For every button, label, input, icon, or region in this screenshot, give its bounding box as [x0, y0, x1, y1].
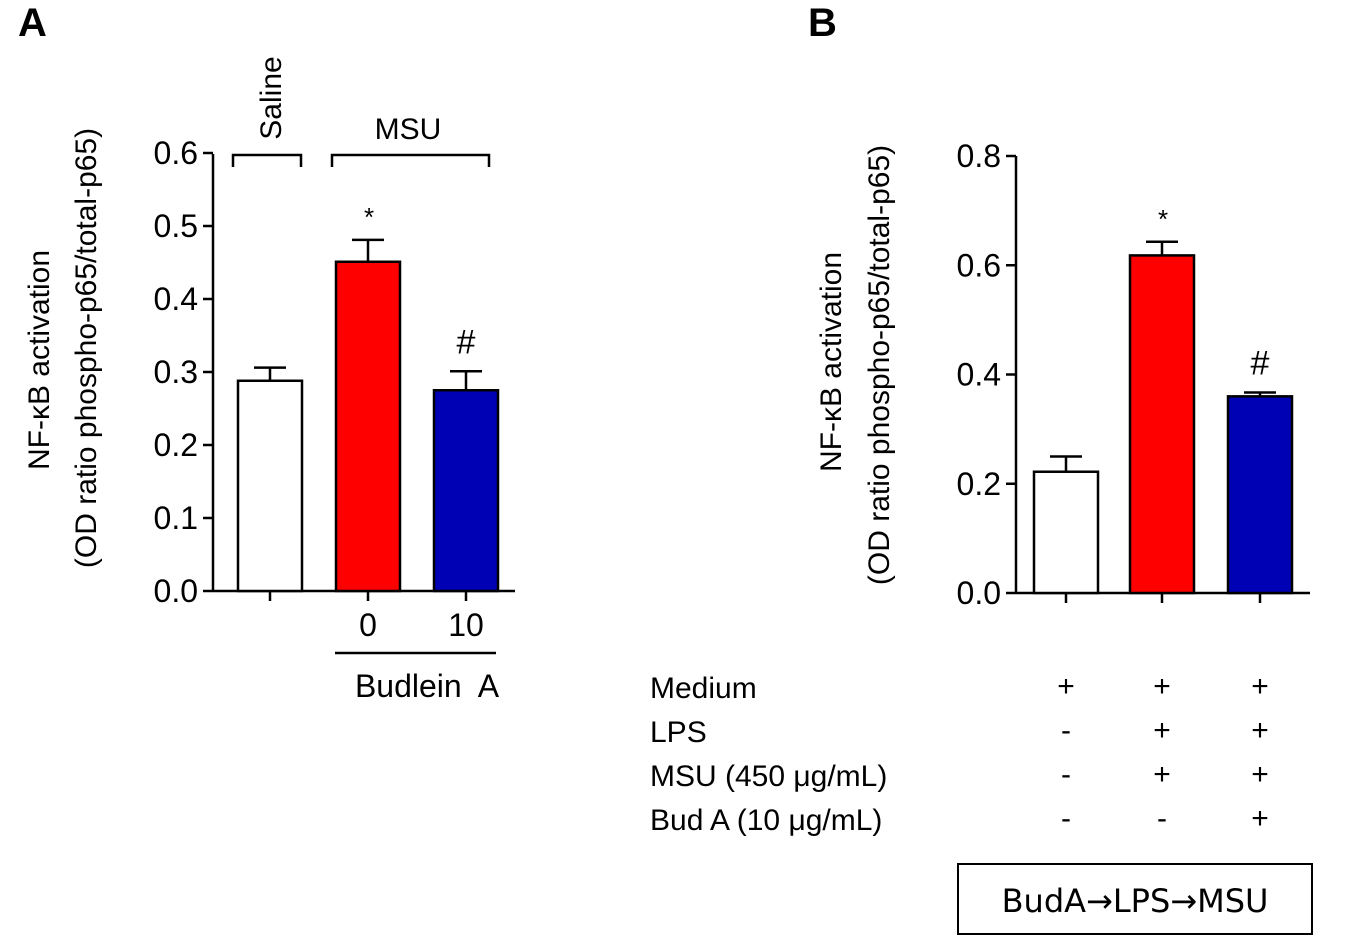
treatment-row-label: Bud A (10 μg/mL) — [650, 804, 882, 837]
treatment-mark: + — [1251, 802, 1269, 835]
y-tick-label-a: 0.3 — [154, 354, 198, 390]
significance-marker-a: # — [457, 323, 476, 361]
bar-b-2 — [1128, 254, 1196, 595]
treatment-mark: - — [1061, 758, 1071, 791]
chart-panel-a: NF-κB activation (OD ratio phospho-p65/t… — [23, 56, 515, 704]
y-tick-label-b: 0.2 — [957, 466, 1001, 502]
panel-label-b: B — [808, 1, 837, 45]
msu-bracket — [330, 153, 491, 167]
treatment-row-label: MSU (450 μg/mL) — [650, 760, 887, 793]
bar-b-3 — [1226, 395, 1294, 595]
treatment-mark: + — [1057, 670, 1075, 703]
treatment-mark: + — [1153, 670, 1171, 703]
saline-label: Saline — [255, 56, 288, 139]
chart-panel-b: NF-κB activation (OD ratio phospho-p65/t… — [650, 138, 1313, 935]
y-tick-label-b: 0.8 — [957, 138, 1001, 174]
treatment-mark: - — [1061, 802, 1071, 835]
x-tick-label-a: 10 — [448, 607, 484, 643]
y-tick-label-a: 0.6 — [154, 135, 198, 171]
protocol-box-label: BudA→LPS→MSU — [1002, 882, 1269, 920]
msu-label: MSU — [375, 113, 442, 146]
treatment-mark: + — [1153, 758, 1171, 791]
significance-marker-b: # — [1251, 345, 1270, 383]
bar-a-3 — [432, 389, 500, 593]
y-axis-title-b-line2: (OD ratio phospho-p65/total-p65) — [863, 145, 896, 585]
y-tick-label-b: 0.0 — [957, 575, 1001, 611]
y-tick-label-a: 0.0 — [154, 573, 198, 609]
y-tick-label-a: 0.1 — [154, 500, 198, 536]
y-axis-title-a-line2: (OD ratio phospho-p65/total-p65) — [70, 128, 103, 568]
treatment-mark: + — [1153, 714, 1171, 747]
y-axis-title-b-line1: NF-κB activation — [815, 252, 848, 472]
y-tick-label-a: 0.2 — [154, 427, 198, 463]
treatment-mark: + — [1251, 714, 1269, 747]
treatment-row-label: LPS — [650, 716, 707, 749]
bar-a-2 — [334, 260, 402, 593]
y-axis-title-a-line1: NF-κB activation — [23, 250, 56, 470]
significance-marker-b: * — [1158, 204, 1168, 234]
y-tick-label-b: 0.4 — [957, 357, 1001, 393]
protocol-box — [957, 863, 1313, 935]
treatment-mark: - — [1157, 802, 1167, 835]
x-axis-title-a: Budlein A — [355, 668, 500, 704]
significance-marker-a: * — [364, 202, 374, 232]
treatment-mark: + — [1251, 758, 1269, 791]
x-tick-label-a: 0 — [359, 607, 377, 643]
bar-b-1 — [1032, 470, 1100, 595]
panel-label-a: A — [18, 1, 47, 45]
bar-a-1 — [236, 379, 304, 593]
saline-bracket — [231, 153, 303, 167]
treatment-mark: + — [1251, 670, 1269, 703]
y-tick-label-a: 0.5 — [154, 208, 198, 244]
y-tick-label-b: 0.6 — [957, 247, 1001, 283]
y-tick-label-a: 0.4 — [154, 281, 198, 317]
treatment-mark: - — [1061, 714, 1071, 747]
treatment-row-label: Medium — [650, 672, 757, 705]
